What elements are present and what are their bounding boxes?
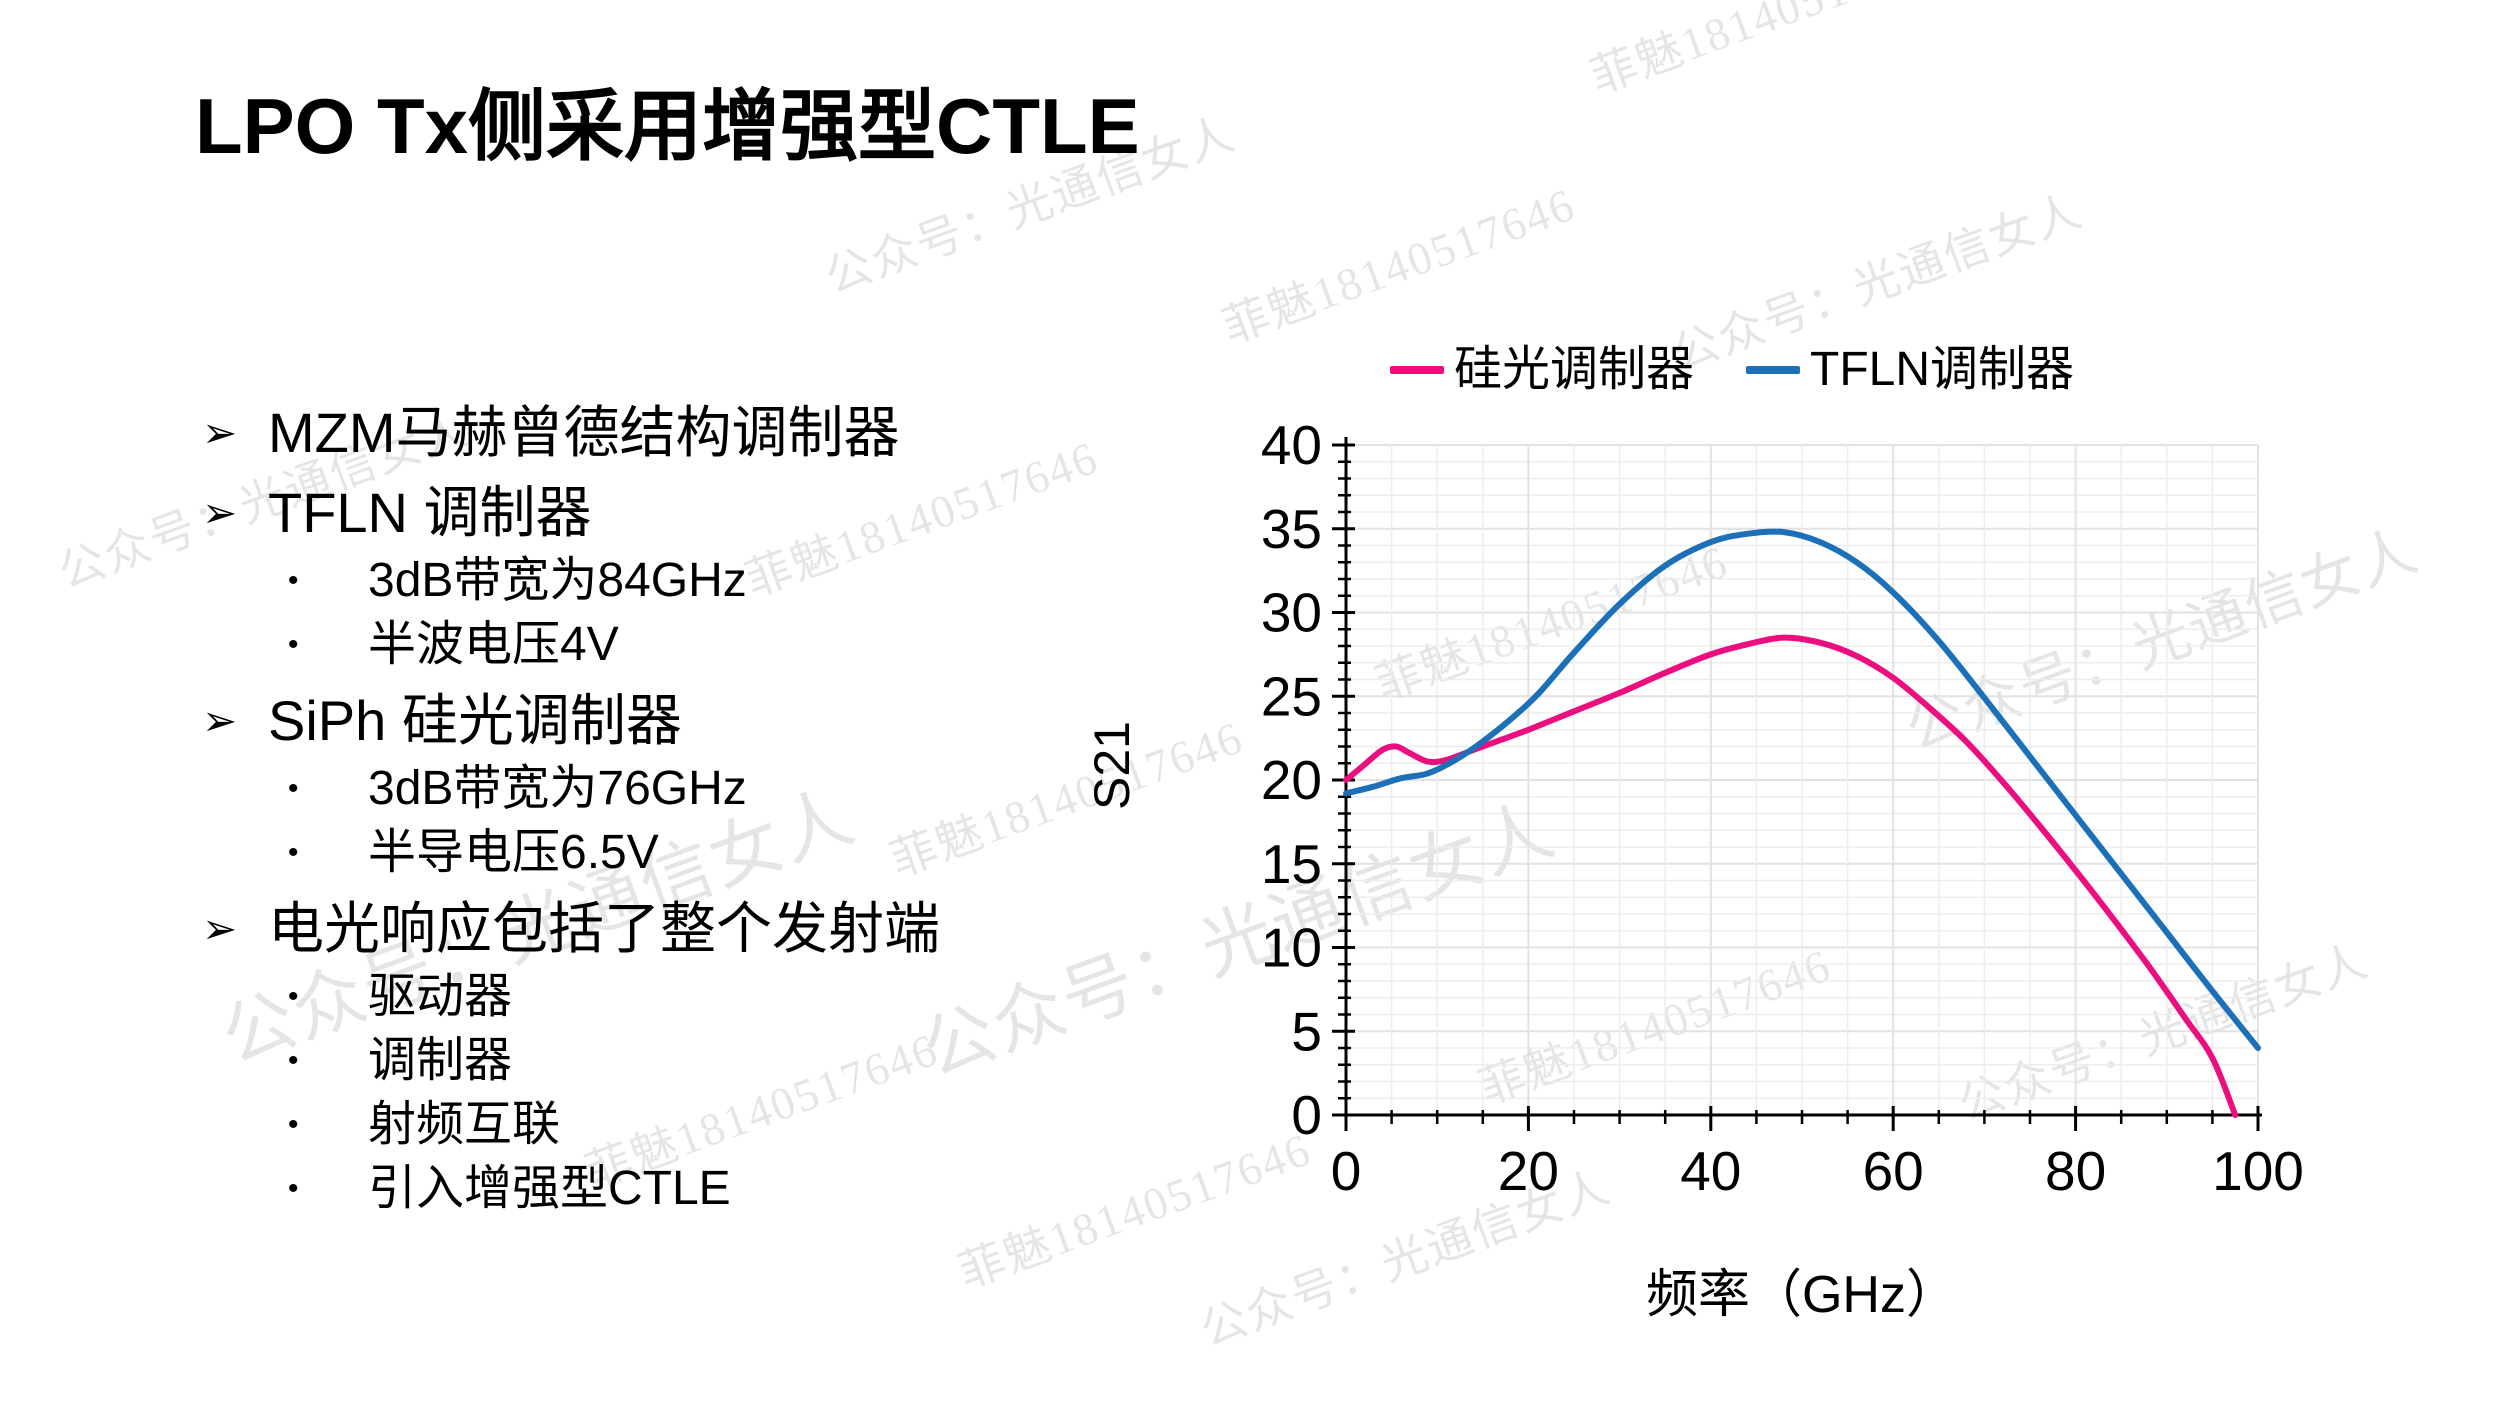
- x-axis-title: 频率（GHz）: [1645, 1266, 1958, 1324]
- sub-bullet-item: • 3dB带宽为76GHz: [280, 764, 1150, 814]
- arrow-bullet-icon: ➢: [202, 409, 238, 456]
- y-tick-label: 35: [1261, 498, 1322, 560]
- sub-bullet-text: 调制器: [368, 1034, 513, 1087]
- legend-label: TFLN调制器: [1810, 343, 2075, 396]
- y-tick-label: 0: [1291, 1084, 1322, 1146]
- legend-item-0: 硅光调制器: [1389, 343, 1694, 396]
- y-tick-label: 20: [1261, 749, 1322, 811]
- sub-bullet-item: • 调制器: [280, 1036, 1150, 1086]
- dot-bullet-icon: •: [288, 772, 299, 805]
- series-line-0: [1343, 634, 2239, 1118]
- legend-label: 硅光调制器: [1453, 343, 1694, 396]
- chart-legend: 硅光调制器 TFLN调制器: [1276, 344, 2188, 396]
- y-tick-label: 10: [1261, 917, 1322, 979]
- arrow-bullet-icon: ➢: [202, 697, 238, 744]
- dot-bullet-icon: •: [288, 1044, 299, 1077]
- y-tick-label: 25: [1261, 665, 1322, 727]
- legend-line-swatch: [1389, 366, 1444, 374]
- bullet-item: ➢ MZM马赫曾德结构调制器: [200, 404, 1150, 462]
- watermark-text: 菲魅18140517646: [1583, 0, 1950, 104]
- x-tick-label: 0: [1331, 1140, 1362, 1202]
- series-line-1: [1343, 528, 2261, 1051]
- x-tick-label: 80: [2045, 1140, 2106, 1202]
- dot-bullet-icon: •: [288, 980, 299, 1013]
- sub-bullet-text: 3dB带宽为84GHz: [368, 554, 747, 607]
- slide-title: LPO Tx侧采用增强型CTLE: [195, 82, 1140, 170]
- x-tick-label: 60: [1863, 1140, 1924, 1202]
- sub-bullet-text: 3dB带宽为76GHz: [368, 762, 747, 815]
- bullet-text: SiPh 硅光调制器: [268, 689, 682, 752]
- sub-bullet-text: 半导电压6.5V: [368, 826, 659, 879]
- x-tick-label: 20: [1498, 1140, 1559, 1202]
- x-tick-label: 100: [2212, 1140, 2304, 1202]
- y-tick-label: 30: [1261, 582, 1322, 644]
- x-tick-label: 40: [1680, 1140, 1741, 1202]
- legend-item-1: TFLN调制器: [1746, 344, 2074, 396]
- bullet-text: 电光响应包括了整个发射端: [268, 897, 940, 960]
- y-axis-title: S21: [1084, 721, 1140, 810]
- y-tick-label: 5: [1291, 1000, 1322, 1062]
- dot-bullet-icon: •: [288, 564, 299, 597]
- dot-bullet-icon: •: [288, 628, 299, 661]
- sub-bullet-item: • 驱动器: [280, 972, 1150, 1022]
- sub-bullet-text: 半波电压4V: [368, 618, 619, 671]
- bullet-list: ➢ MZM马赫曾德结构调制器 ➢ TFLN 调制器 • 3dB带宽为84GHz • 半波电压4…: [200, 382, 1150, 1214]
- bullet-text: MZM马赫曾德结构调制器: [268, 401, 900, 464]
- bullet-item: ➢ 电光响应包括了整个发射端: [200, 900, 1150, 958]
- bullet-item: ➢ TFLN 调制器: [200, 484, 1150, 542]
- sub-bullet-item: • 引入增强型CTLE: [280, 1164, 1150, 1214]
- sub-bullet-text: 驱动器: [368, 970, 513, 1023]
- sub-bullet-item: • 射频互联: [280, 1100, 1150, 1150]
- sub-bullet-text: 射频互联: [368, 1098, 561, 1151]
- sub-bullet-item: • 半导电压6.5V: [280, 828, 1150, 878]
- sub-bullet-text: 引入增强型CTLE: [368, 1162, 731, 1215]
- dot-bullet-icon: •: [288, 836, 299, 869]
- legend-line-swatch: [1746, 366, 1800, 374]
- sub-bullet-item: • 半波电压4V: [280, 620, 1150, 670]
- sub-bullet-item: • 3dB带宽为84GHz: [280, 556, 1150, 606]
- y-tick-label: 40: [1261, 414, 1322, 476]
- bullet-item: ➢ SiPh 硅光调制器: [200, 692, 1150, 750]
- bullet-text: TFLN 调制器: [268, 481, 592, 544]
- y-tick-label: 15: [1261, 833, 1322, 895]
- dot-bullet-icon: •: [288, 1172, 299, 1205]
- arrow-bullet-icon: ➢: [202, 905, 238, 952]
- arrow-bullet-icon: ➢: [202, 489, 238, 536]
- dot-bullet-icon: •: [288, 1108, 299, 1141]
- chart-plot: 0 5 10 15 20 25 30 35 40 0 20 40 60 80 100: [1261, 414, 2304, 1202]
